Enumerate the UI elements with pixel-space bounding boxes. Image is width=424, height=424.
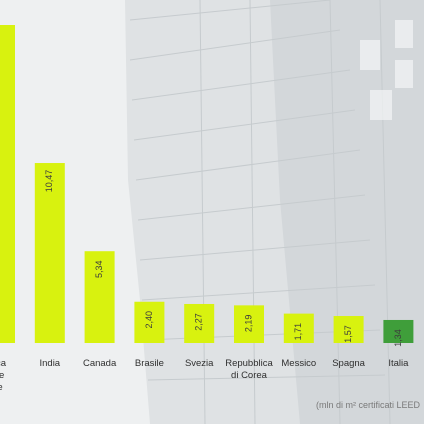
category-label-9: Italia [388,358,409,369]
bar-value-label-6: 2,19 [243,315,253,333]
unit-note: (mln di m² certificati LEED [315,400,420,410]
category-label-5: Svezia [185,358,214,369]
bar-value-label-5: 2,27 [194,313,204,331]
bar-3 [84,251,115,343]
bar-5 [184,303,215,343]
category-label-1-line-3: e [0,382,3,393]
category-label-8: Spagna [332,358,365,369]
category-label-6-line-1: Repubblica [225,358,273,369]
category-label-6-line-2: di Corea [231,370,268,381]
bar-6 [234,305,264,343]
bar-value-label-2: 10,47 [44,170,54,193]
bar-4 [134,301,165,343]
bar-2 [34,163,65,343]
category-label-2: India [39,358,60,369]
bar-value-label-7: 1,71 [293,323,303,341]
bar-value-label-8: 1,57 [343,325,353,343]
value-labels-layer: 10,47 5,34 2,40 2,27 2,19 1,71 1,57 1,34 [44,170,403,347]
bar-7 [283,313,314,343]
category-labels-layer: icaree India Canada Brasile Svezia Repubblica… [0,358,409,393]
category-label-1-line-1: ica [0,358,7,369]
category-label-7: Messico [281,358,316,369]
bar-9 [383,319,414,343]
category-label-4: Brasile [135,358,164,369]
bar-1 [0,25,15,343]
bar-value-label-9: 1,34 [393,329,403,347]
bar-value-label-3: 5,34 [94,260,104,278]
bars-layer [0,25,414,343]
bar-value-label-4: 2,40 [144,311,154,329]
category-label-3: Canada [83,358,117,369]
bar-8 [333,316,364,343]
category-label-1-line-2: re [0,370,4,381]
